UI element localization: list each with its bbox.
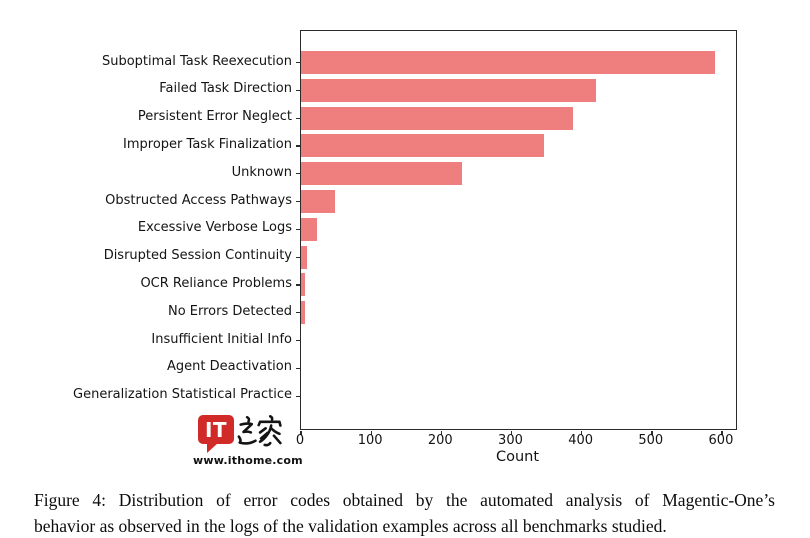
bar [301,273,305,297]
x-axis-tick [581,430,583,435]
speech-bubble-tail-icon [207,443,218,453]
x-axis-tick-label: 200 [427,433,453,448]
bar [301,190,336,213]
caption-line-2: behavior as observed in the logs of the … [34,516,667,536]
bar [301,162,463,186]
y-axis-label: Generalization Statistical Practice [73,387,292,403]
y-axis-tick [295,200,300,203]
y-axis-tick [295,312,300,314]
y-axis-label: Insufficient Initial Info [151,331,292,347]
ithome-logo: IT [193,413,288,453]
y-axis-tick [295,284,300,286]
y-axis-tick [295,395,300,397]
bar [301,51,715,74]
y-axis-tick [295,89,300,91]
y-axis-label: OCR Reliance Problems [140,275,292,291]
x-axis-tick [721,430,723,435]
x-axis-tick [651,430,653,435]
bar [301,78,596,102]
bar [301,301,305,325]
y-axis-label: Disrupted Session Continuity [103,248,292,264]
y-axis-label: No Errors Detected [167,303,292,319]
y-axis-tick [295,117,300,119]
caption-line-1: Figure 4: Distribution of error codes ob… [34,490,775,510]
bar [301,217,318,241]
plot-area [295,30,737,435]
ithome-logo-it-badge: IT [198,415,234,444]
ithome-watermark: IT www.i [193,413,303,467]
y-axis-tick [295,367,300,369]
x-axis-tick [510,430,513,435]
y-axis-label: Improper Task Finalization [123,136,292,152]
x-axis-tick-label: 500 [638,433,664,448]
y-axis-tick [295,173,300,175]
x-axis-tick-label: 100 [357,433,383,448]
x-axis-tick-label: 600 [708,433,734,448]
x-axis-title: Count [495,449,540,465]
y-axis-tick [295,228,300,230]
y-axis-label: Failed Task Direction [159,81,292,97]
y-axis-label: Unknown [231,164,292,180]
y-axis-label: Suboptimal Task Reexecution [101,53,292,69]
x-axis-tick-label: 0 [295,433,305,448]
ithome-url: www.ithome.com [193,454,303,467]
bar [301,106,574,130]
x-axis-tick-label: 300 [498,433,523,448]
y-axis-tick [295,256,300,258]
y-axis-tick [295,145,300,147]
ithome-logo-cjk-icon [237,415,282,447]
y-axis-tick [295,61,300,64]
x-axis-tick [440,430,443,435]
x-axis-tick-label: 400 [568,433,594,448]
y-axis-tick [295,339,300,342]
y-axis-label: Persistent Error Neglect [137,109,292,125]
y-axis-label: Agent Deactivation [166,359,292,375]
bar [301,245,308,269]
ithome-logo-it-text: IT [204,417,228,442]
bar [301,134,544,158]
y-axis-label: Excessive Verbose Logs [137,220,292,236]
y-axis-label: Obstructed Access Pathways [105,192,292,208]
x-axis-tick [300,430,302,435]
y-axis-labels: Suboptimal Task Reexecution Failed Task D… [0,0,292,430]
x-axis-tick [370,430,372,435]
figure-caption: Figure 4: Distribution of error codes ob… [34,487,775,538]
